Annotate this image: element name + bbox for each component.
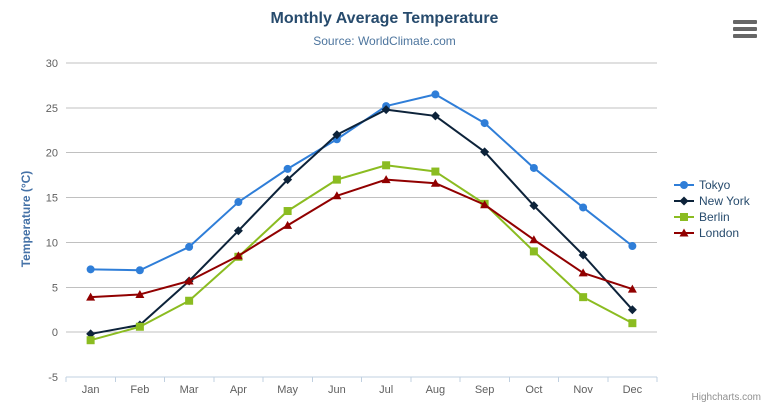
diamond-marker-icon [674, 196, 694, 206]
export-menu-button[interactable] [733, 20, 757, 38]
data-point-london[interactable] [86, 292, 96, 301]
data-point-new-york[interactable] [529, 201, 539, 211]
data-point-london[interactable] [283, 220, 293, 229]
legend-label: Berlin [699, 210, 730, 224]
series-line-new-york [89, 108, 634, 335]
x-tick-label: Aug [426, 384, 446, 396]
legend-label: New York [699, 194, 750, 208]
legend-marker [679, 228, 689, 237]
data-point-new-york[interactable] [430, 111, 440, 121]
data-point-new-york[interactable] [283, 175, 293, 185]
legend-item-berlin[interactable]: Berlin [674, 209, 750, 225]
data-point-london[interactable] [578, 268, 588, 277]
data-point-berlin[interactable] [529, 247, 538, 256]
data-point-london[interactable] [233, 251, 243, 260]
y-tick-label: 0 [52, 327, 58, 339]
data-point-london[interactable] [430, 178, 440, 187]
data-point-new-york[interactable] [332, 130, 342, 140]
data-point-tokyo[interactable] [86, 265, 95, 274]
data-point-berlin[interactable] [628, 319, 637, 328]
data-point-tokyo[interactable] [431, 90, 440, 99]
x-tick-label: Dec [623, 384, 643, 396]
data-point-berlin[interactable] [382, 161, 391, 170]
data-point-london[interactable] [332, 191, 342, 200]
data-point-new-york[interactable] [578, 250, 588, 260]
data-point-berlin[interactable] [135, 322, 144, 331]
data-point-london[interactable] [529, 235, 539, 244]
data-point-tokyo[interactable] [234, 198, 243, 207]
series-line-berlin [89, 164, 634, 342]
data-point-new-york[interactable] [86, 329, 96, 339]
data-point-berlin[interactable] [86, 336, 95, 345]
y-tick-label: 20 [46, 148, 58, 160]
data-point-london[interactable] [135, 289, 145, 298]
y-tick-label: 10 [46, 237, 58, 249]
y-tick-label: 30 [46, 58, 58, 70]
x-tick-label: Jun [328, 384, 346, 396]
chart-subtitle: Source: WorldClimate.com [313, 34, 456, 48]
x-tick-label: Mar [180, 384, 199, 396]
circle-marker-icon [674, 181, 694, 189]
y-tick-label: 15 [46, 193, 58, 205]
legend: Tokyo New York Berlin London [674, 177, 750, 241]
data-point-tokyo[interactable] [529, 163, 538, 172]
data-point-tokyo[interactable] [579, 203, 588, 212]
x-tick-label: Jul [379, 384, 393, 396]
data-point-new-york[interactable] [627, 305, 637, 315]
legend-marker [679, 196, 689, 206]
legend-item-new-york[interactable]: New York [674, 193, 750, 209]
data-point-london[interactable] [381, 175, 391, 184]
data-point-london[interactable] [184, 276, 194, 285]
data-point-new-york[interactable] [480, 147, 490, 157]
hamburger-icon [733, 27, 757, 31]
data-point-tokyo[interactable] [628, 242, 637, 251]
data-point-tokyo[interactable] [283, 164, 292, 173]
data-point-tokyo[interactable] [185, 242, 194, 251]
legend-marker [680, 213, 688, 221]
data-point-new-york[interactable] [381, 105, 391, 115]
x-tick-label: Apr [230, 384, 247, 396]
legend-item-tokyo[interactable]: Tokyo [674, 177, 750, 193]
y-tick-label: -5 [48, 372, 58, 384]
data-point-london[interactable] [627, 284, 637, 293]
data-point-berlin[interactable] [185, 296, 194, 305]
legend-marker [680, 181, 688, 189]
legend-item-london[interactable]: London [674, 225, 750, 241]
triangle-marker-icon [674, 228, 694, 237]
x-tick-label: Sep [475, 384, 495, 396]
credits-link[interactable]: Highcharts.com [691, 392, 761, 403]
x-tick-label: Oct [525, 384, 542, 396]
data-point-tokyo[interactable] [480, 119, 489, 128]
data-point-berlin[interactable] [283, 207, 292, 216]
y-tick-label: 5 [52, 282, 58, 294]
square-marker-icon [674, 213, 694, 221]
series-line-london [89, 178, 634, 299]
series-line-tokyo [89, 93, 634, 272]
hamburger-icon [733, 34, 757, 38]
x-tick-label: May [277, 384, 298, 396]
data-point-tokyo[interactable] [135, 266, 144, 275]
legend-label: London [699, 226, 740, 240]
x-tick-label: Feb [130, 384, 149, 396]
data-point-berlin[interactable] [332, 175, 341, 184]
x-tick-label: Jan [82, 384, 100, 396]
hamburger-icon [733, 20, 757, 24]
chart-title: Monthly Average Temperature [270, 10, 499, 27]
data-point-london[interactable] [480, 200, 490, 209]
legend-label: Tokyo [699, 178, 731, 192]
data-point-berlin[interactable] [431, 167, 440, 176]
x-tick-label: Nov [573, 384, 593, 396]
data-point-new-york[interactable] [233, 226, 243, 236]
y-tick-label: 25 [46, 103, 58, 115]
data-point-berlin[interactable] [579, 293, 588, 302]
